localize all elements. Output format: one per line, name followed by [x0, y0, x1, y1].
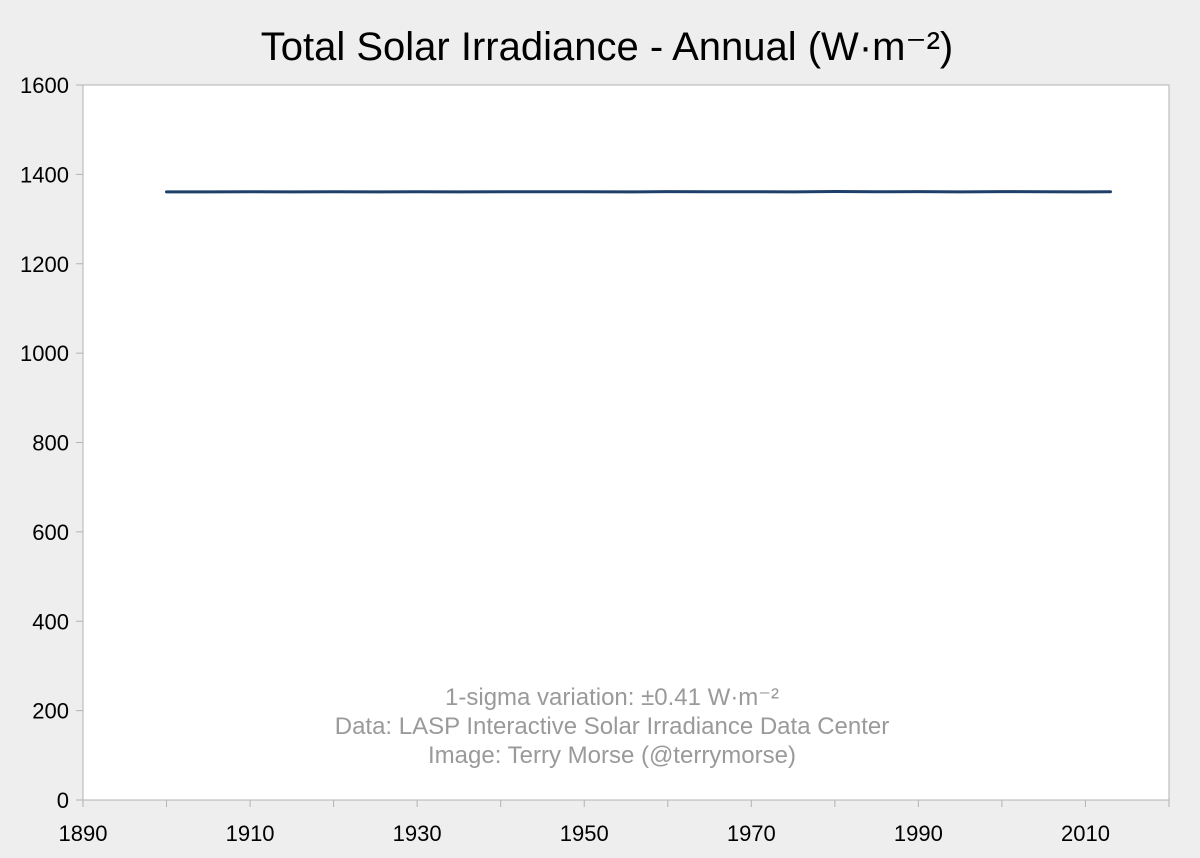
y-tick-label: 800 [32, 431, 69, 456]
x-tick-label: 1910 [226, 821, 275, 846]
y-tick-label: 1600 [20, 73, 69, 98]
x-tick-label: 1950 [560, 821, 609, 846]
annotation-data-source: Data: LASP Interactive Solar Irradiance … [335, 713, 890, 740]
y-tick-label: 1000 [20, 341, 69, 366]
y-tick-label: 1200 [20, 252, 69, 277]
plot-area [82, 84, 1170, 801]
y-tick-label: 600 [32, 520, 69, 545]
x-axis: 1890 1910 1930 1950 1970 1990 2010 [59, 800, 1170, 846]
x-tick-label: 2010 [1061, 821, 1110, 846]
y-tick-label: 200 [32, 699, 69, 724]
annotation-image-credit: Image: Terry Morse (@terrymorse) [428, 742, 796, 769]
x-tick-label: 1970 [727, 821, 776, 846]
x-tick-label: 1990 [894, 821, 943, 846]
annotation-sigma: 1-sigma variation: ±0.41 W·m⁻² [445, 684, 779, 711]
x-tick-label: 1930 [393, 821, 442, 846]
x-tick-label: 1890 [59, 821, 108, 846]
y-tick-label: 400 [32, 609, 69, 634]
y-axis: 0 200 400 600 800 1000 1200 1400 1600 [20, 73, 83, 813]
y-tick-label: 0 [57, 788, 69, 813]
chart-title: Total Solar Irradiance - Annual (W·m⁻²) [261, 25, 953, 69]
y-tick-label: 1400 [20, 162, 69, 187]
